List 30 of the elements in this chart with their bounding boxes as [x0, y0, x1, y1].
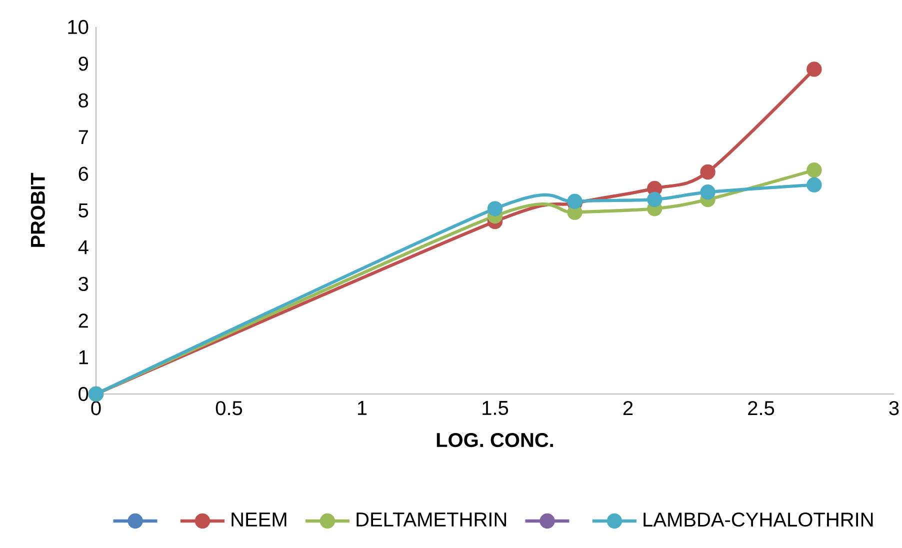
y-tick-label: 1 — [79, 350, 88, 364]
legend-label: DELTAMETHRIN — [356, 512, 506, 526]
point — [806, 162, 822, 178]
y-tick-label: 7 — [78, 130, 88, 144]
point — [806, 177, 822, 192]
point — [487, 201, 503, 216]
legend-label: LAMBDA-CYHALOTHRIN — [644, 512, 873, 527]
x-tick-label: 2 — [623, 401, 633, 416]
y-tick-label: 10 — [68, 20, 88, 34]
x-tick-label: 0 — [91, 401, 101, 416]
point — [700, 164, 716, 180]
y-tick-label: 9 — [78, 56, 88, 71]
y-tick-label: 8 — [78, 93, 88, 108]
x-tick-label: 0.5 — [216, 401, 242, 416]
y-axis-title: PROBIT — [30, 172, 45, 247]
y-tick-label: 3 — [78, 276, 88, 291]
x-tick-label: 1 — [358, 401, 367, 415]
y-tick-label: 0 — [78, 386, 88, 402]
y-tick-label: 2 — [78, 314, 88, 328]
legend-label: NEEM — [232, 512, 286, 526]
x-tick-label: 1.5 — [482, 401, 508, 416]
point — [700, 184, 716, 200]
x-axis-title: LOG. CONC. — [436, 432, 554, 448]
x-tick-label: 2.5 — [748, 401, 774, 416]
y-tick-label: 5 — [78, 204, 88, 218]
y-tick-label: 6 — [78, 166, 88, 181]
point — [646, 192, 662, 208]
x-tick-label: 3 — [889, 401, 899, 416]
y-tick-label: 4 — [78, 240, 88, 254]
point — [806, 62, 822, 77]
